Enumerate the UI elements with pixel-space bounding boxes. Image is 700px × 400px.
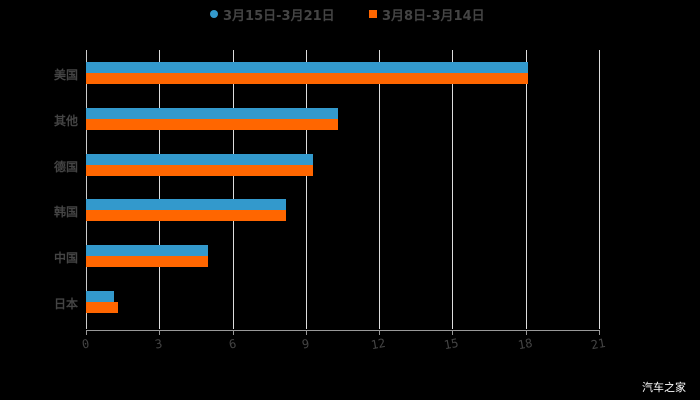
x-tick	[379, 330, 381, 335]
gridline	[525, 50, 527, 329]
series1-dot-icon	[210, 10, 218, 18]
gridline	[379, 50, 381, 329]
x-tick	[232, 330, 234, 335]
bar-series2[interactable]	[86, 119, 338, 130]
x-tick-label: 18	[516, 335, 534, 353]
legend-label-series2: 3月8日-3月14日	[382, 8, 485, 24]
bar-series1[interactable]	[86, 291, 115, 302]
bar-series2[interactable]	[86, 210, 287, 221]
x-tick	[599, 330, 600, 335]
bar-series1[interactable]	[86, 108, 338, 119]
x-axis	[86, 330, 600, 331]
x-tick-label: 9	[300, 336, 311, 352]
y-category-label: 韩国	[53, 205, 78, 219]
x-tick	[452, 330, 454, 335]
bar-series2[interactable]	[86, 73, 529, 84]
bar-series2[interactable]	[86, 302, 118, 313]
bar-series2[interactable]	[86, 165, 314, 176]
x-tick	[305, 330, 307, 335]
series2-square-icon	[369, 10, 377, 18]
gridline	[232, 50, 234, 329]
x-tick-label: 0	[80, 336, 91, 352]
x-tick	[86, 330, 87, 335]
gridline	[452, 50, 454, 329]
bar-series2[interactable]	[86, 256, 209, 267]
y-category-label: 中国	[53, 251, 78, 265]
bar-series1[interactable]	[86, 245, 209, 256]
legend-item-series1[interactable]: 3月15日-3月21日	[210, 4, 335, 24]
x-tick-label: 12	[370, 335, 387, 353]
gridline	[305, 50, 307, 329]
bar-series1[interactable]	[86, 154, 314, 165]
x-tick-label: 21	[589, 335, 607, 353]
x-tick	[159, 330, 161, 335]
gridline	[159, 50, 161, 329]
watermark: 汽车之家	[642, 381, 686, 394]
x-tick-label: 3	[154, 336, 164, 352]
bar-series1[interactable]	[86, 199, 287, 210]
legend-label-series1: 3月15日-3月21日	[223, 8, 335, 24]
y-category-label: 日本	[53, 297, 78, 311]
x-tick	[525, 330, 527, 335]
y-category-label: 德国	[53, 160, 78, 174]
y-category-label: 美国	[53, 68, 78, 82]
gridline	[599, 50, 600, 329]
x-tick-label: 6	[227, 336, 237, 352]
bar-series1[interactable]	[86, 62, 529, 73]
y-axis	[86, 50, 87, 329]
legend: 3月15日-3月21日 3月8日-3月14日	[0, 4, 700, 24]
x-tick-label: 15	[443, 335, 460, 353]
y-category-label: 其他	[53, 114, 78, 128]
legend-item-series2[interactable]: 3月8日-3月14日	[369, 4, 485, 24]
